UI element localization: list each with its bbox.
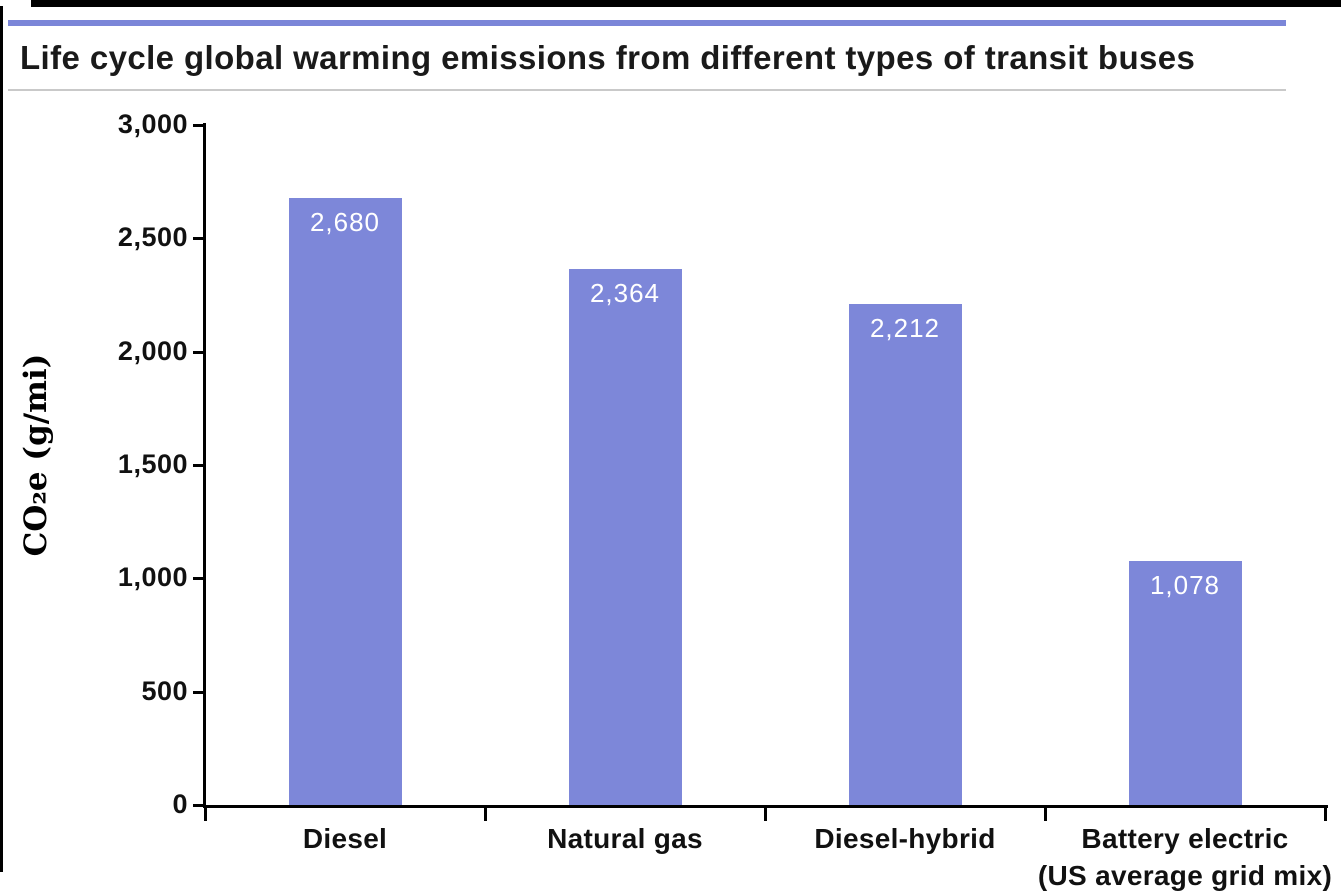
y-tick-label: 1,000	[117, 562, 188, 593]
x-tick-mark	[1324, 805, 1327, 821]
bar-value-label: 2,680	[309, 206, 381, 237]
bar-value-label: 2,212	[869, 312, 941, 343]
x-tick-mark	[1044, 805, 1047, 821]
x-tick-mark	[764, 805, 767, 821]
y-tick-mark	[193, 237, 205, 241]
bar-natural-gas: 2,364	[568, 269, 682, 805]
frame-top-border	[31, 0, 1341, 7]
bar-value-label: 2,364	[589, 278, 661, 309]
x-tick-mark	[204, 805, 207, 821]
y-tick-mark	[193, 804, 205, 807]
frame-left-border	[0, 6, 3, 872]
x-axis-label-diesel-hybrid: Diesel-hybrid	[735, 820, 1075, 857]
y-tick-mark	[193, 350, 205, 354]
bar-value-label: 1,078	[1149, 569, 1221, 600]
chart-title: Life cycle global warming emissions from…	[20, 39, 1196, 76]
y-tick-mark	[193, 577, 205, 581]
x-axis-label-line: Battery electric	[1081, 823, 1289, 854]
bar-battery-electric: 1,078	[1128, 560, 1242, 805]
x-axis-label-line: Diesel	[302, 823, 388, 854]
x-axis-label-line: Natural gas	[547, 823, 703, 854]
bar-diesel-hybrid: 2,212	[848, 303, 962, 805]
y-tick-label: 3,000	[117, 108, 188, 139]
x-axis-label-line: Diesel-hybrid	[814, 823, 996, 854]
x-axis-label-line: (US average grid mix)	[1037, 860, 1333, 891]
y-tick-label: 500	[141, 675, 188, 706]
x-tick-mark	[484, 805, 487, 821]
y-tick-label: 2,000	[117, 335, 188, 366]
accent-rule	[8, 20, 1286, 26]
bar-diesel: 2,680	[288, 197, 402, 805]
y-tick-label: 0	[172, 788, 188, 819]
x-axis-label-diesel: Diesel	[175, 820, 515, 857]
x-axis-label-battery-electric: Battery electric (US average grid mix)	[1015, 820, 1341, 892]
y-tick-label: 1,500	[117, 448, 188, 479]
y-tick-mark	[193, 124, 205, 127]
y-tick-mark	[193, 690, 205, 694]
title-divider	[8, 89, 1286, 91]
y-tick-mark	[193, 464, 205, 467]
x-axis-label-natural-gas: Natural gas	[455, 820, 795, 857]
y-tick-label: 2,500	[117, 222, 188, 253]
